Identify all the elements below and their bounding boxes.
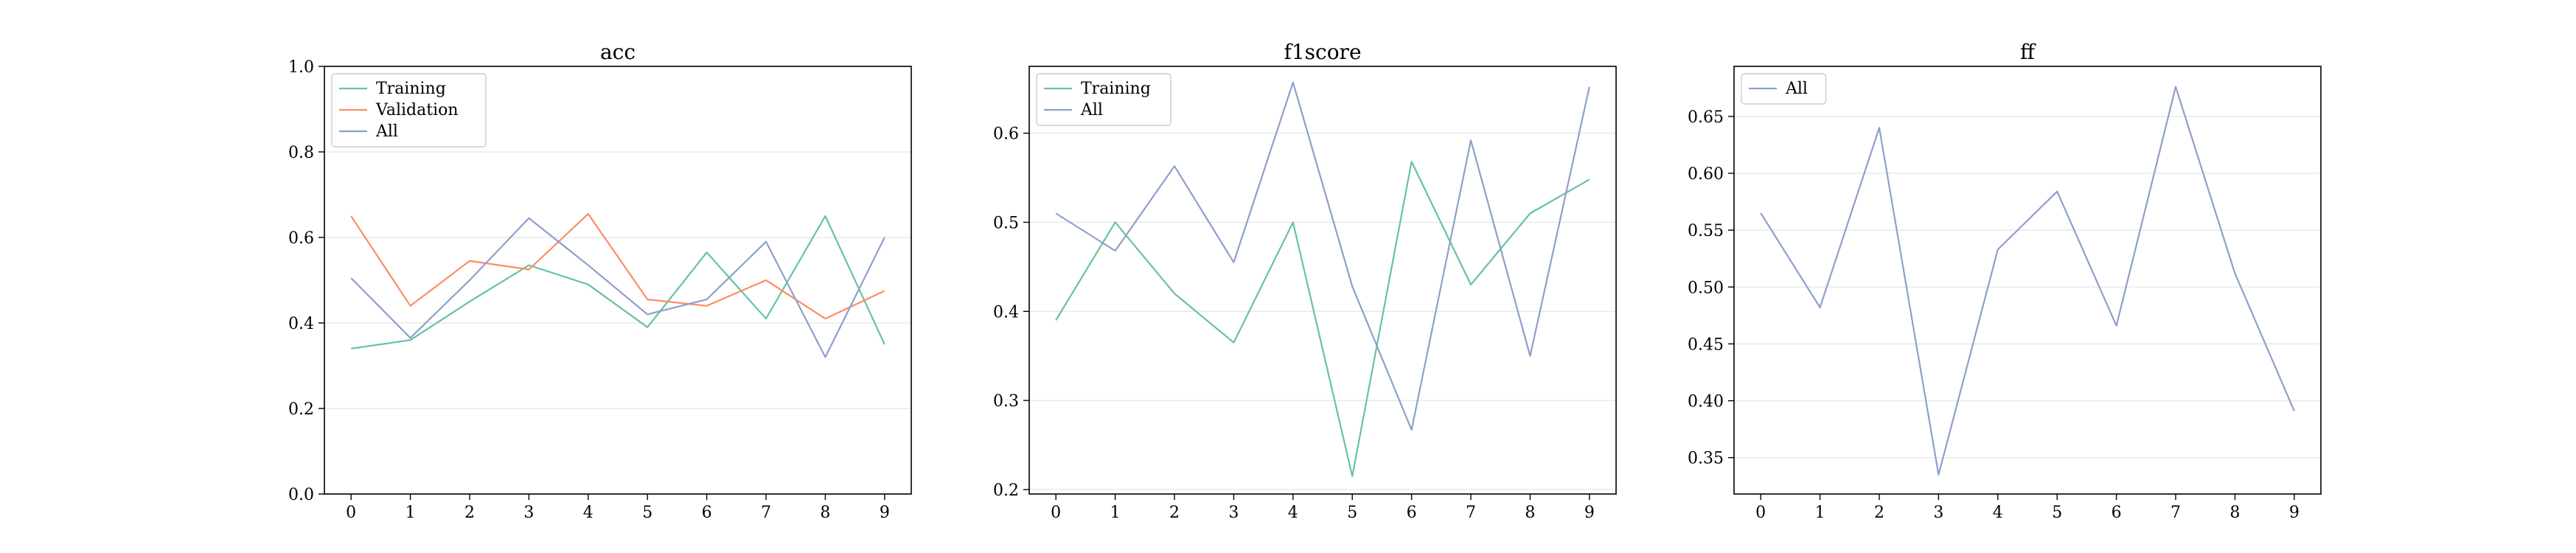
f1score-ytick-label-2: 0.4 xyxy=(993,303,1019,321)
acc-xtick-label-7: 7 xyxy=(761,504,771,522)
ff-xtick-label-9: 9 xyxy=(2289,504,2300,522)
acc-plot-frame xyxy=(324,66,912,495)
acc-legend-label-validation: Validation xyxy=(375,101,459,119)
acc-series-training xyxy=(351,215,885,349)
ff-ytick-label-3: 0.50 xyxy=(1688,279,1724,297)
f1score-xtick-label-7: 7 xyxy=(1466,504,1476,522)
acc-xtick-label-9: 9 xyxy=(880,504,890,522)
acc-xtick-label-5: 5 xyxy=(642,504,652,522)
ff-xtick-label-6: 6 xyxy=(2112,504,2122,522)
ff-legend-label-all: All xyxy=(1785,80,1808,98)
f1score-xtick-label-8: 8 xyxy=(1525,504,1535,522)
acc-xtick-label-2: 2 xyxy=(464,504,475,522)
f1score-ytick-label-3: 0.5 xyxy=(993,214,1019,232)
f1score-legend-label-training: Training xyxy=(1081,80,1151,98)
acc-ytick-label-4: 0.8 xyxy=(288,144,314,162)
ff-ytick-label-4: 0.55 xyxy=(1688,222,1724,240)
f1score-title: f1score xyxy=(1284,40,1361,64)
acc-xtick-label-1: 1 xyxy=(405,504,416,522)
ff-xtick-label-5: 5 xyxy=(2052,504,2062,522)
ff-ytick-label-5: 0.60 xyxy=(1688,165,1724,184)
acc-legend-label-all: All xyxy=(375,122,398,141)
chart-f1score: 0 1 2 3 4 5 6 7 8 9 0.2 0.3 0.4 0.5 0.6 f1score Training… xyxy=(993,40,1617,522)
acc-xtick-label-6: 6 xyxy=(702,504,712,522)
ff-xtick-label-2: 2 xyxy=(1874,504,1884,522)
ff-ytick-label-6: 0.65 xyxy=(1688,108,1724,127)
ff-xtick-label-4: 4 xyxy=(1993,504,2003,522)
f1score-xtick-label-1: 1 xyxy=(1110,504,1121,522)
acc-ytick-label-3: 0.6 xyxy=(288,229,314,248)
f1score-xtick-label-5: 5 xyxy=(1347,504,1357,522)
f1score-xtick-label-6: 6 xyxy=(1407,504,1417,522)
acc-series-all xyxy=(350,217,885,358)
f1score-series-all xyxy=(1055,81,1590,431)
ff-series-all xyxy=(1760,86,2295,476)
ff-ytick-label-1: 0.40 xyxy=(1688,393,1724,411)
ff-xtick-label-3: 3 xyxy=(1933,504,1943,522)
acc-ytick-label-0: 0.0 xyxy=(288,486,314,504)
acc-ytick-label-5: 1.0 xyxy=(288,58,314,77)
f1score-xtick-label-9: 9 xyxy=(1584,504,1595,522)
ff-xtick-label-8: 8 xyxy=(2229,504,2240,522)
ff-ytick-label-0: 0.35 xyxy=(1688,450,1724,468)
ff-title: ff xyxy=(2020,40,2036,64)
f1score-ytick-label-1: 0.3 xyxy=(993,392,1019,411)
f1score-plot-frame xyxy=(1028,66,1617,495)
ff-xtick-label-7: 7 xyxy=(2171,504,2181,522)
f1score-legend xyxy=(1036,73,1172,126)
chart-acc: 0 1 2 3 4 5 6 7 8 9 0.0 0.2 0.4 0.6 0.8 1.0 acc Training V… xyxy=(288,40,912,522)
f1score-ytick-label-0: 0.2 xyxy=(993,481,1019,500)
f1score-series-training xyxy=(1055,161,1590,477)
acc-xtick-label-8: 8 xyxy=(820,504,830,522)
chart-ff: 0 1 2 3 4 5 6 7 8 9 0.35 0.40 0.45 0.50 0.55 0.60 0.65 ff… xyxy=(1688,40,2322,522)
ff-xtick-label-0: 0 xyxy=(1755,504,1766,522)
f1score-xtick-label-0: 0 xyxy=(1051,504,1061,522)
f1score-xtick-label-2: 2 xyxy=(1169,504,1180,522)
acc-legend-label-training: Training xyxy=(376,80,446,98)
f1score-xtick-label-4: 4 xyxy=(1288,504,1298,522)
f1score-xtick-label-3: 3 xyxy=(1228,504,1239,522)
ff-legend xyxy=(1741,73,1827,105)
acc-ytick-label-1: 0.2 xyxy=(288,400,314,419)
ff-plot-frame xyxy=(1733,66,2322,495)
acc-xtick-label-3: 3 xyxy=(523,504,534,522)
ff-ytick-label-2: 0.45 xyxy=(1688,335,1724,354)
acc-legend xyxy=(331,73,487,147)
f1score-legend-label-all: All xyxy=(1080,101,1103,119)
ff-xtick-label-1: 1 xyxy=(1815,504,1825,522)
acc-xtick-label-0: 0 xyxy=(346,504,356,522)
acc-title: acc xyxy=(600,40,636,64)
acc-ytick-label-2: 0.4 xyxy=(288,315,314,333)
f1score-ytick-label-4: 0.6 xyxy=(993,125,1019,144)
acc-series-validation xyxy=(350,213,885,320)
acc-xtick-label-4: 4 xyxy=(583,504,593,522)
